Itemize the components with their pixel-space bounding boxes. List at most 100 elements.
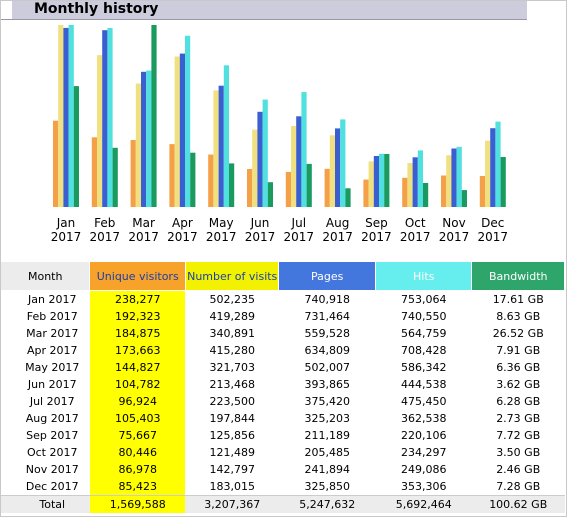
bar-pages-jan <box>63 27 69 208</box>
cell-visits: 340,891 <box>209 327 255 340</box>
bar-visits-jun <box>252 129 258 207</box>
bar-hits-jan <box>68 25 74 207</box>
x-tick-month-mar: Mar <box>132 216 155 230</box>
cell-month: Oct 2017 <box>26 446 78 459</box>
bar-bandwidth-may <box>229 163 235 207</box>
cell-pages: 731,464 <box>304 310 350 323</box>
bar-bandwidth-jun <box>267 182 273 207</box>
table-row: Jul 2017 96,924 223,500 375,420 475,450 6.28 … <box>1 393 565 410</box>
bar-visitors-feb <box>91 137 97 207</box>
bar-bandwidth-nov <box>461 190 467 207</box>
bar-pages-jun <box>257 111 263 207</box>
cell-bandwidth: 6.36 GB <box>496 361 541 374</box>
cell-unique-visitors: 192,323 <box>89 308 186 325</box>
cell-bandwidth: 7.72 GB <box>496 429 541 442</box>
cell-pages: 559,528 <box>304 327 350 340</box>
table-header-row: Month Unique visitors Number of visits P… <box>0 261 565 291</box>
bar-visits-aug <box>329 135 335 207</box>
section-title-bar: Monthly history <box>0 0 527 20</box>
cell-unique-visitors: 184,875 <box>89 325 186 342</box>
header-unique-visitors: Unique visitors <box>89 261 186 291</box>
x-tick-month-jan: Jan <box>56 216 76 230</box>
cell-month: May 2017 <box>25 361 80 374</box>
bar-visits-dec <box>485 140 491 207</box>
bar-visitors-jun <box>247 169 253 207</box>
bar-bandwidth-aug <box>345 188 351 207</box>
bar-pages-feb <box>102 30 108 208</box>
header-visits: Number of visits <box>184 261 280 291</box>
x-tick-year-oct: 2017 <box>400 230 431 244</box>
bar-visitors-jul <box>285 171 291 207</box>
cell-hits: 586,342 <box>400 361 447 374</box>
x-tick-year-may: 2017 <box>206 230 237 244</box>
cell-visits: 183,015 <box>209 480 255 493</box>
cell-month: Jun 2017 <box>27 378 77 391</box>
x-tick-month-oct: Oct <box>405 216 426 230</box>
cell-month: Nov 2017 <box>25 463 79 476</box>
cell-month: Mar 2017 <box>26 327 79 340</box>
total-pages: 5,247,632 <box>278 495 376 513</box>
x-tick-year-mar: 2017 <box>128 230 159 244</box>
cell-visits: 125,856 <box>209 429 255 442</box>
cell-unique-visitors: 85,423 <box>89 478 186 496</box>
x-tick-month-jun: Jun <box>250 216 270 230</box>
cell-month: Dec 2017 <box>25 480 79 493</box>
bar-visitors-dec <box>479 176 485 207</box>
cell-hits: 234,297 <box>400 446 447 459</box>
bar-hits-nov <box>456 146 462 207</box>
cell-bandwidth: 3.50 GB <box>496 446 541 459</box>
total-label: Total <box>0 495 90 513</box>
table-row: Jan 2017 238,277 502,235 740,918 753,064 17.6… <box>1 290 565 308</box>
cell-hits: 220,106 <box>400 429 447 442</box>
cell-unique-visitors: 86,978 <box>89 461 186 478</box>
cell-bandwidth: 7.91 GB <box>496 344 541 357</box>
monthly-history-table: Month Unique visitors Number of visits P… <box>0 261 565 513</box>
bar-pages-may <box>218 85 224 207</box>
x-tick-month-may: May <box>209 216 234 230</box>
cell-visits: 121,489 <box>209 446 255 459</box>
cell-hits: 362,538 <box>400 412 447 425</box>
bar-bandwidth-feb <box>112 147 118 207</box>
header-hits: Hits <box>374 261 473 291</box>
total-bandwidth: 100.62 GB <box>471 495 565 513</box>
bar-pages-dec <box>490 128 496 207</box>
table-row: Apr 2017 173,663 415,280 634,809 708,428 7.91… <box>1 342 565 359</box>
x-tick-month-jul: Jul <box>291 216 306 230</box>
cell-unique-visitors: 75,667 <box>89 427 186 444</box>
cell-pages: 325,850 <box>304 480 350 493</box>
cell-bandwidth: 3.62 GB <box>496 378 541 391</box>
cell-visits: 502,235 <box>209 293 255 306</box>
cell-hits: 444,538 <box>400 378 447 391</box>
table-total-row: Total 1,569,588 3,207,367 5,247,632 5,69… <box>0 495 565 513</box>
bar-pages-nov <box>451 148 457 207</box>
cell-hits: 249,086 <box>400 463 447 476</box>
bar-visitors-jan <box>53 120 59 207</box>
bar-hits-jul <box>301 92 307 207</box>
cell-hits: 740,550 <box>400 310 447 323</box>
cell-pages: 740,918 <box>304 293 350 306</box>
table-row: May 2017 144,827 321,703 502,007 586,342 6.36… <box>1 359 565 376</box>
table-row: Sep 2017 75,667 125,856 211,189 220,106 7.72 … <box>1 427 565 444</box>
total-unique-visitors: 1,569,588 <box>89 495 186 513</box>
table-row: Jun 2017 104,782 213,468 393,865 444,538 3.62… <box>1 376 565 393</box>
bar-visitors-mar <box>130 140 136 207</box>
bar-bandwidth-sep <box>384 154 390 207</box>
cell-visits: 321,703 <box>209 361 255 374</box>
cell-unique-visitors: 105,403 <box>89 410 186 427</box>
cell-pages: 393,865 <box>304 378 350 391</box>
total-visits: 3,207,367 <box>185 495 279 513</box>
cell-month: Feb 2017 <box>26 310 78 323</box>
bar-hits-mar <box>146 70 152 207</box>
cell-hits: 564,759 <box>400 327 447 340</box>
cell-visits: 419,289 <box>209 310 255 323</box>
bar-visits-nov <box>446 155 452 207</box>
x-tick-year-aug: 2017 <box>322 230 353 244</box>
x-tick-month-sep: Sep <box>365 216 388 230</box>
cell-hits: 708,428 <box>400 344 447 357</box>
header-bandwidth: Bandwidth <box>471 261 565 291</box>
cell-visits: 415,280 <box>209 344 255 357</box>
bar-bandwidth-jul <box>306 163 312 207</box>
bar-visitors-apr <box>169 144 175 207</box>
table-row: Mar 2017 184,875 340,891 559,528 564,759 26.5… <box>1 325 565 342</box>
title-bar-notch <box>0 0 12 19</box>
